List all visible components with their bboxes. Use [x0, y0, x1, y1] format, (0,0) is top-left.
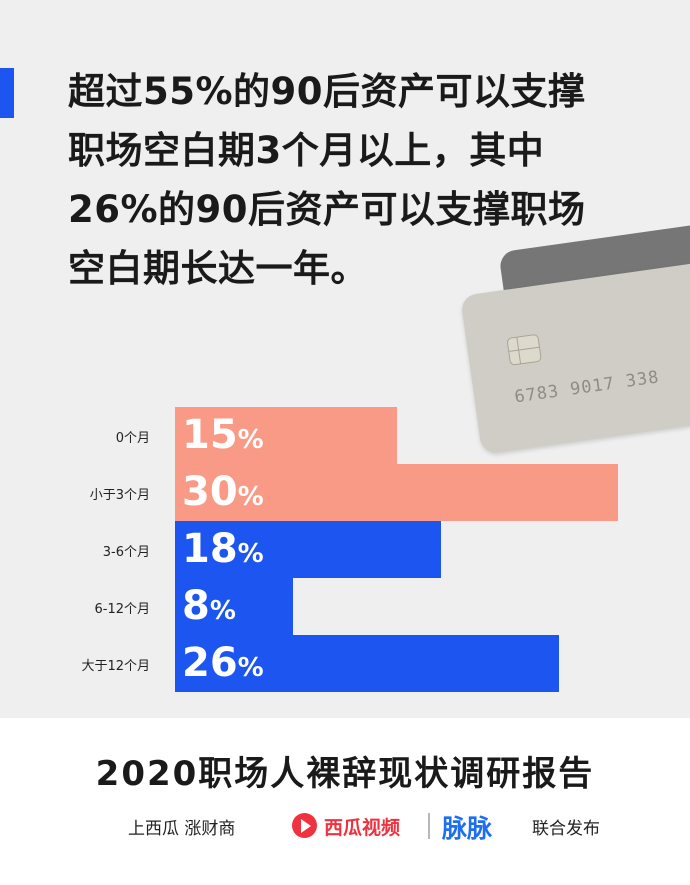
- value-unit-0: %: [237, 425, 264, 455]
- bar-2: [175, 521, 441, 578]
- value-number-1: 30: [182, 469, 238, 515]
- bar-3: [175, 578, 294, 635]
- value-number-0: 15: [182, 412, 238, 458]
- value-label-2: 18%: [182, 521, 264, 583]
- bar-0: [175, 407, 397, 464]
- report-title: 2020职场人裸辞现状调研报告: [95, 754, 595, 794]
- value-unit-2: %: [237, 539, 264, 569]
- category-label-1: 小于3个月: [89, 488, 150, 503]
- bar-1: [175, 464, 618, 521]
- value-number-3: 8: [182, 583, 210, 629]
- xigua-play-icon: [292, 813, 317, 838]
- logo-divider: [428, 813, 430, 839]
- xigua-video-logo: 西瓜视频: [324, 817, 401, 839]
- value-unit-1: %: [237, 482, 264, 512]
- category-label-0: 0个月: [115, 431, 150, 446]
- category-label-3: 6-12个月: [94, 602, 150, 617]
- headline-line-3: 26%的90后资产可以支撑职场: [68, 188, 586, 231]
- value-label-1: 30%: [182, 464, 264, 526]
- category-label-4: 大于12个月: [81, 659, 150, 674]
- bar-chart: 0个月 15% 小于3个月 30% 3-6个月 18% 6-12个月 8% 大于12个月 26%: [81, 407, 618, 697]
- value-label-3: 8%: [182, 578, 236, 640]
- value-label-0: 15%: [182, 407, 264, 469]
- headline-line-2: 职场空白期3个月以上，其中: [68, 129, 545, 172]
- accent-bar: [0, 68, 14, 118]
- value-unit-3: %: [209, 596, 236, 626]
- category-label-2: 3-6个月: [102, 545, 150, 560]
- maimai-logo: 脉脉: [442, 814, 493, 843]
- value-label-4: 26%: [182, 635, 264, 697]
- partner-slogan: 上西瓜 涨财商: [128, 819, 236, 839]
- bar-4: [175, 635, 559, 692]
- footer: 2020职场人裸辞现状调研报告 上西瓜 涨财商 西瓜视频 脉脉 联合发布: [0, 718, 690, 885]
- partner-logos: 上西瓜 涨财商 西瓜视频 脉脉 联合发布: [0, 810, 690, 844]
- value-number-2: 18: [182, 526, 238, 572]
- value-unit-4: %: [237, 653, 264, 683]
- headline-line-1: 超过55%的90后资产可以支撑: [68, 70, 586, 113]
- value-number-4: 26: [182, 640, 238, 686]
- joint-release-text: 联合发布: [532, 819, 600, 839]
- headline: 超过55%的90后资产可以支撑 职场空白期3个月以上，其中 26%的90后资产可…: [68, 62, 648, 298]
- headline-line-4: 空白期长达一年。: [68, 247, 368, 290]
